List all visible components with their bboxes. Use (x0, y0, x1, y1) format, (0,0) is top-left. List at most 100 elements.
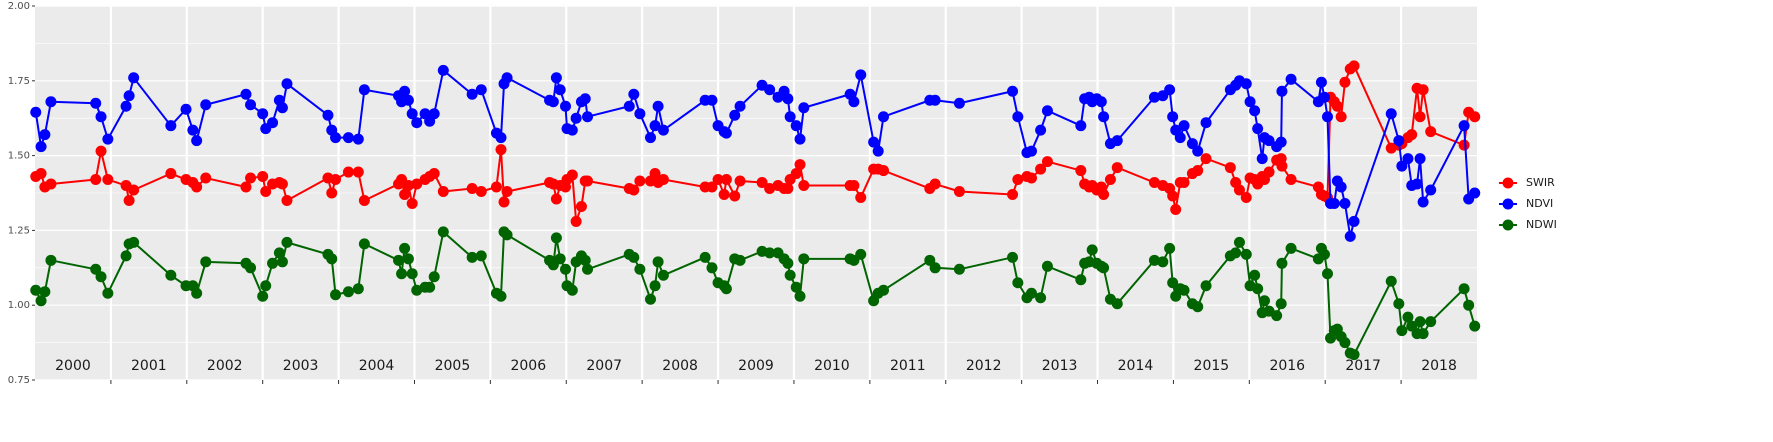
point (628, 251, 640, 263)
point (657, 269, 669, 281)
point (240, 181, 252, 193)
point (1035, 124, 1047, 136)
point (1164, 242, 1176, 254)
point (1240, 191, 1252, 203)
point (402, 94, 414, 106)
point (1458, 139, 1470, 151)
point (191, 287, 203, 299)
point (1192, 165, 1204, 177)
point (1321, 268, 1333, 280)
point (200, 99, 212, 111)
year-label: 2004 (359, 358, 395, 374)
point (782, 183, 794, 195)
point (39, 129, 51, 141)
year-label: 2017 (1345, 358, 1381, 374)
point (790, 281, 802, 293)
point (953, 186, 965, 198)
legend-marker (1502, 177, 1514, 189)
point (495, 290, 507, 302)
point (560, 263, 572, 275)
point (729, 190, 741, 202)
point (1148, 91, 1160, 103)
point (855, 248, 867, 260)
point (1041, 260, 1053, 272)
point (1321, 111, 1333, 123)
point (245, 262, 257, 274)
point (102, 133, 114, 145)
point (1098, 188, 1110, 200)
point (1276, 160, 1288, 172)
point (1012, 174, 1024, 186)
point (550, 193, 562, 205)
point (1285, 73, 1297, 85)
point (1335, 111, 1347, 123)
point (1318, 91, 1330, 103)
point (352, 283, 364, 295)
point (566, 284, 578, 296)
point (1339, 76, 1351, 88)
point (848, 96, 860, 108)
point (342, 286, 354, 298)
point (855, 69, 867, 81)
point (475, 250, 487, 262)
point (120, 100, 132, 112)
point (466, 251, 478, 263)
point (872, 145, 884, 157)
point (756, 177, 768, 189)
point (326, 187, 338, 199)
year-label: 2016 (1269, 358, 1305, 374)
point (706, 262, 718, 274)
point (406, 108, 418, 120)
point (706, 181, 718, 193)
point (718, 188, 730, 200)
point (180, 103, 192, 115)
point (30, 106, 42, 118)
point (570, 112, 582, 124)
point (878, 165, 890, 177)
point (428, 168, 440, 180)
point (240, 88, 252, 100)
y-tick-label: 1.00 (8, 300, 30, 311)
point (1167, 111, 1179, 123)
point (490, 181, 502, 193)
point (1393, 135, 1405, 147)
point (1252, 123, 1264, 135)
point (657, 174, 669, 186)
year-label: 2006 (510, 358, 546, 374)
point (784, 111, 796, 123)
point (165, 168, 177, 180)
point (1075, 165, 1087, 177)
point (1200, 280, 1212, 292)
point (1200, 153, 1212, 165)
point (1095, 96, 1107, 108)
point (1041, 105, 1053, 117)
point (501, 186, 513, 198)
point (352, 166, 364, 178)
point (1178, 284, 1190, 296)
point (1200, 117, 1212, 129)
point (1233, 236, 1245, 248)
point (1178, 177, 1190, 189)
point (734, 100, 746, 112)
series-line (34, 230, 1476, 356)
point (1335, 181, 1347, 193)
point (128, 72, 140, 84)
point (554, 253, 566, 265)
point (566, 124, 578, 136)
point (281, 78, 293, 90)
point (1414, 153, 1426, 165)
year-label: 2003 (283, 358, 319, 374)
point (623, 100, 635, 112)
point (322, 109, 334, 121)
year-label: 2018 (1421, 358, 1457, 374)
point (1425, 184, 1437, 196)
point (628, 184, 640, 196)
point (342, 166, 354, 178)
point (1111, 162, 1123, 174)
point (396, 268, 408, 280)
point (39, 286, 51, 298)
point (128, 184, 140, 196)
point (1318, 248, 1330, 260)
year-label: 2001 (131, 358, 167, 374)
